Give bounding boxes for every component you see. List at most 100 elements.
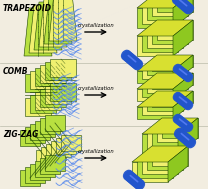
Ellipse shape [174,115,183,124]
Polygon shape [49,0,77,41]
Polygon shape [132,146,188,162]
Polygon shape [147,63,183,75]
Ellipse shape [130,57,140,67]
Polygon shape [173,20,193,56]
Ellipse shape [133,178,143,188]
Polygon shape [147,130,183,150]
Ellipse shape [181,120,190,130]
Ellipse shape [177,67,186,76]
Polygon shape [157,122,193,142]
Ellipse shape [124,53,134,63]
Ellipse shape [126,173,136,183]
Ellipse shape [129,174,139,185]
Polygon shape [147,28,183,48]
Ellipse shape [135,180,145,189]
Ellipse shape [175,65,184,75]
Polygon shape [137,71,173,83]
Ellipse shape [174,0,184,6]
Ellipse shape [172,0,182,4]
Polygon shape [45,115,65,131]
Polygon shape [152,24,188,44]
Ellipse shape [131,58,141,68]
Polygon shape [25,127,45,143]
Ellipse shape [125,172,135,182]
Polygon shape [41,147,61,163]
Ellipse shape [184,4,194,14]
Ellipse shape [173,92,182,101]
Ellipse shape [182,99,191,109]
Polygon shape [25,98,51,116]
Ellipse shape [132,177,142,187]
Polygon shape [40,65,66,83]
Polygon shape [20,170,40,186]
Ellipse shape [178,118,187,127]
Polygon shape [142,103,178,115]
Polygon shape [34,2,62,50]
Polygon shape [45,86,71,104]
Ellipse shape [180,70,189,79]
Polygon shape [36,150,56,166]
Ellipse shape [124,171,134,181]
Text: COMB: COMB [3,67,29,76]
Ellipse shape [177,0,187,9]
Polygon shape [25,74,51,92]
Polygon shape [46,144,66,160]
Polygon shape [50,83,76,101]
Polygon shape [147,99,183,111]
Ellipse shape [127,174,137,184]
Polygon shape [173,73,193,101]
Polygon shape [40,118,60,134]
Polygon shape [30,164,50,180]
Polygon shape [137,89,173,101]
Polygon shape [152,126,188,146]
Polygon shape [137,107,173,119]
Ellipse shape [128,55,137,66]
Polygon shape [157,0,193,12]
Polygon shape [30,124,50,140]
Polygon shape [40,158,60,174]
Polygon shape [147,150,183,170]
Polygon shape [61,135,81,151]
Ellipse shape [126,54,136,65]
Polygon shape [40,89,66,107]
Polygon shape [30,71,56,89]
Ellipse shape [176,94,185,104]
Ellipse shape [174,128,184,138]
Ellipse shape [131,176,141,187]
Polygon shape [142,67,178,79]
Ellipse shape [134,179,144,189]
Ellipse shape [182,134,192,145]
Ellipse shape [181,133,191,144]
Text: crystallization: crystallization [78,86,114,91]
Polygon shape [132,162,168,182]
Ellipse shape [185,137,195,147]
Polygon shape [25,167,45,183]
Ellipse shape [125,53,135,64]
Ellipse shape [178,96,187,105]
Polygon shape [142,134,178,154]
Ellipse shape [174,93,183,102]
Text: crystallization: crystallization [78,23,114,28]
Ellipse shape [177,130,187,141]
Polygon shape [142,32,178,52]
Ellipse shape [175,93,184,103]
Ellipse shape [181,98,190,108]
Polygon shape [24,8,52,56]
Ellipse shape [180,0,190,11]
Ellipse shape [179,97,188,106]
Ellipse shape [123,170,133,180]
Polygon shape [137,8,173,28]
Ellipse shape [132,59,142,69]
Ellipse shape [175,115,184,125]
Ellipse shape [183,3,193,13]
Polygon shape [137,158,173,178]
Polygon shape [152,59,188,71]
Ellipse shape [178,68,187,77]
Ellipse shape [173,0,183,5]
Ellipse shape [184,123,193,132]
Polygon shape [152,77,188,89]
Ellipse shape [176,129,186,140]
Polygon shape [35,121,55,137]
Ellipse shape [180,120,189,129]
Polygon shape [152,95,188,107]
